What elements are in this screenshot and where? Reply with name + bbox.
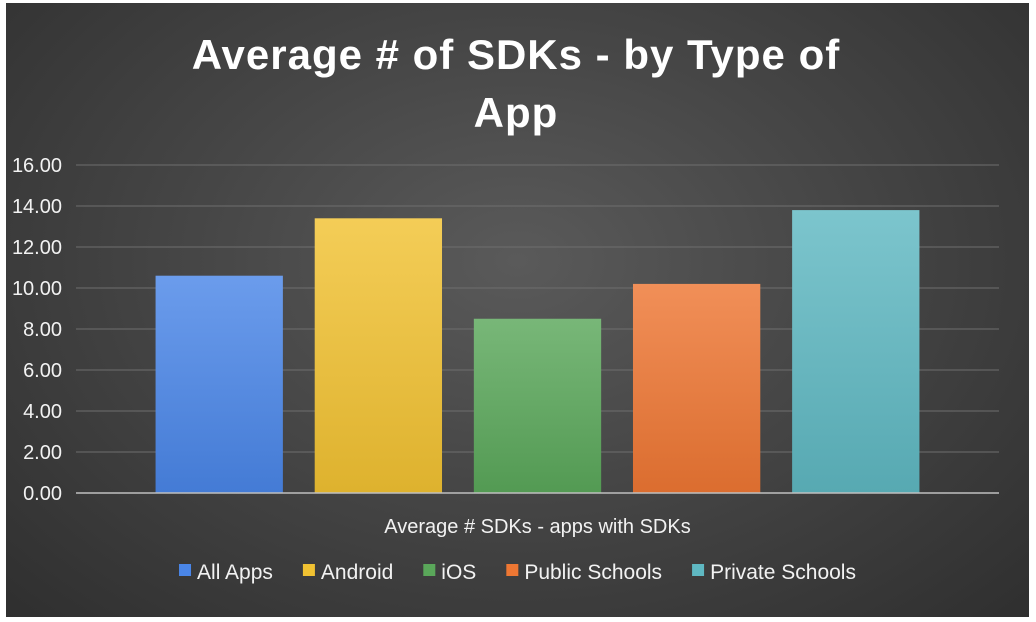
- bar-private-schools: [792, 210, 920, 493]
- legend-label-private-schools: Private Schools: [710, 561, 856, 584]
- legend: All Apps Android iOS Public Schools Private …: [179, 561, 856, 584]
- legend-label-ios: iOS: [441, 561, 476, 584]
- y-tick-label: 2.00: [23, 442, 62, 464]
- y-tick-label: 10.00: [12, 278, 62, 300]
- y-tick-label: 12.00: [12, 237, 62, 259]
- category-label: Average # SDKs - apps with SDKs: [384, 516, 690, 538]
- y-tick-label: 4.00: [23, 401, 62, 423]
- bar-all-apps: [155, 275, 283, 493]
- chart-area: Average # of SDKs - by Type of App 0.00 2…: [6, 3, 1029, 617]
- y-tick-label: 8.00: [23, 319, 62, 341]
- legend-swatch-all-apps: [179, 564, 192, 576]
- legend-swatch-public-schools: [506, 564, 519, 576]
- y-tick-label: 0.00: [23, 483, 62, 505]
- bars: [155, 210, 920, 494]
- bar-public-schools: [632, 283, 761, 493]
- bar-chart: Average # of SDKs - by Type of App 0.00 2…: [12, 31, 999, 584]
- bar-ios: [473, 318, 602, 493]
- legend-label-public-schools: Public Schools: [524, 561, 662, 584]
- chart-title-line-2: App: [474, 89, 559, 136]
- y-tick-label: 6.00: [23, 360, 62, 382]
- legend-swatch-private-schools: [692, 564, 705, 576]
- bar-android: [314, 218, 443, 494]
- legend-swatch-android: [302, 564, 315, 576]
- y-tick-label: 16.00: [12, 155, 62, 177]
- legend-label-all-apps: All Apps: [197, 561, 273, 584]
- chart-title-line-1: Average # of SDKs - by Type of: [192, 31, 840, 78]
- y-axis-tick-labels: 0.00 2.00 4.00 6.00 8.00 10.00 12.00 14.00 16.00: [12, 155, 62, 505]
- legend-label-android: Android: [321, 561, 393, 584]
- y-tick-label: 14.00: [12, 196, 62, 218]
- legend-swatch-ios: [423, 564, 436, 576]
